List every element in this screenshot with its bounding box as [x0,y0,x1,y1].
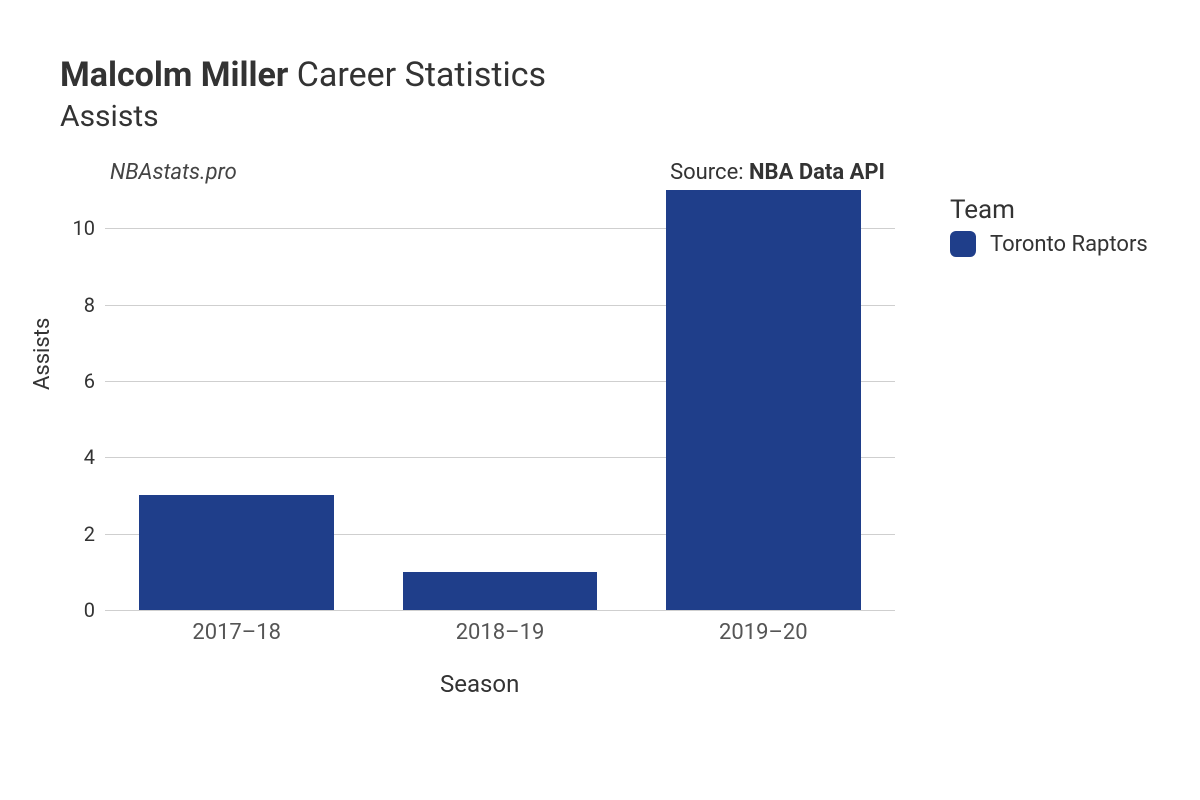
y-tick-label: 10 [55,216,95,240]
legend: Team Toronto Raptors [950,195,1148,257]
legend-item: Toronto Raptors [950,231,1148,257]
y-tick-label: 4 [55,445,95,469]
x-tick-label: 2018–19 [456,620,545,645]
y-axis-label: Assists [30,318,55,390]
bar [666,190,861,610]
title-suffix: Career Statistics [297,55,546,95]
player-name: Malcolm Miller [60,55,288,95]
plot-region: 0246810 [105,190,895,610]
grid-line [105,610,895,611]
y-tick-label: 6 [55,369,95,393]
x-axis-label: Season [440,670,519,698]
title-line-1: Malcolm Miller Career Statistics [60,55,546,95]
legend-label: Toronto Raptors [990,232,1148,257]
bar [139,495,334,610]
x-tick-label: 2017–18 [192,620,281,645]
legend-swatch [950,231,976,257]
y-tick-label: 0 [55,598,95,622]
legend-title: Team [950,195,1148,225]
bar [403,572,598,610]
chart-title-block: Malcolm Miller Career Statistics Assists [60,55,546,134]
y-tick-label: 2 [55,522,95,546]
title-metric: Assists [60,99,546,134]
y-tick-label: 8 [55,293,95,317]
x-tick-label: 2019–20 [719,620,808,645]
